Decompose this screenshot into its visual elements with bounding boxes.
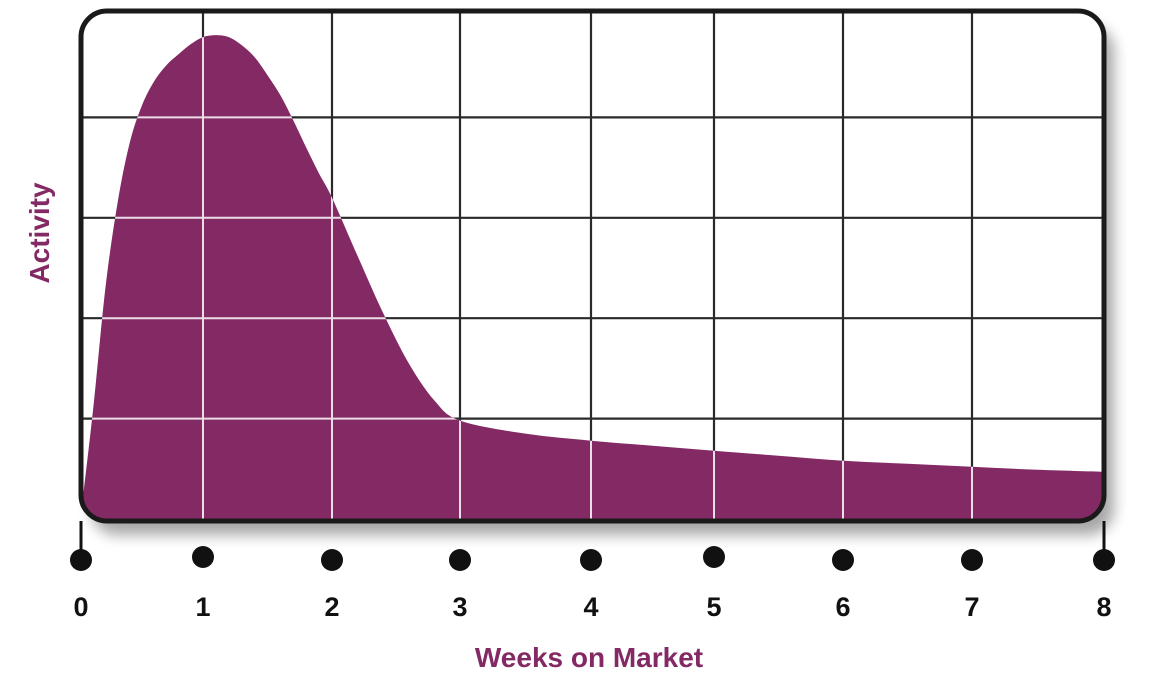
x-tick-label: 7 [964,592,979,622]
x-tick-label: 0 [73,592,88,622]
plot-frame [78,8,1107,524]
x-tick-dot [703,546,725,568]
x-tick-dot [580,549,602,571]
x-tick-label: 5 [706,592,721,622]
area-fill [81,35,1104,521]
x-tick-dot [321,549,343,571]
x-axis: 0 1 2 3 4 5 6 7 8 [70,521,1115,622]
x-tick-dot [192,546,214,568]
x-tick-dot [832,549,854,571]
x-tick-label: 2 [324,592,339,622]
x-tick-label: 1 [195,592,210,622]
x-tick-dot [70,549,92,571]
x-tick-dot [449,549,471,571]
x-tick-label: 4 [583,592,598,622]
x-tick-label: 6 [835,592,850,622]
x-axis-title: Weeks on Market [475,642,703,673]
x-tick-dot [961,549,983,571]
x-tick-dot [1093,549,1115,571]
x-tick-label: 8 [1096,592,1111,622]
x-tick-label: 3 [452,592,467,622]
y-axis-title: Activity [24,182,55,284]
